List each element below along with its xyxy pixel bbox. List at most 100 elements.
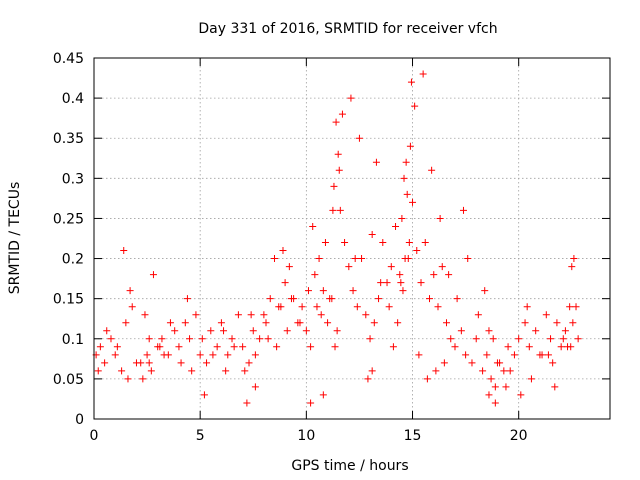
x-tick-label: 15 — [404, 428, 422, 444]
data-point — [118, 367, 126, 375]
data-point — [406, 142, 414, 150]
data-point — [568, 263, 576, 271]
data-point — [224, 351, 232, 359]
data-point — [207, 327, 215, 335]
data-point — [247, 311, 255, 319]
data-point — [442, 319, 450, 327]
chart-title: Day 331 of 2016, SRMTID for receiver vfc… — [198, 21, 497, 37]
y-tick-label: 0.15 — [53, 292, 84, 308]
data-point — [262, 319, 270, 327]
data-point — [370, 319, 378, 327]
data-point — [447, 335, 455, 343]
data-point — [302, 327, 310, 335]
data-point — [479, 367, 487, 375]
data-point — [270, 255, 278, 263]
data-point — [338, 110, 346, 118]
y-tick-label: 0.2 — [62, 252, 84, 268]
data-point — [94, 367, 102, 375]
data-point — [564, 343, 572, 351]
data-point — [175, 343, 183, 351]
data-point — [183, 295, 191, 303]
y-tick-label: 0 — [75, 412, 84, 428]
data-point — [166, 319, 174, 327]
data-point — [160, 351, 168, 359]
data-point — [421, 239, 429, 247]
data-point — [334, 150, 342, 158]
data-point — [491, 383, 499, 391]
data-point — [349, 287, 357, 295]
data-point — [417, 279, 425, 287]
data-point — [403, 190, 411, 198]
data-point — [462, 351, 470, 359]
data-point — [147, 367, 155, 375]
data-point — [544, 351, 552, 359]
data-point — [251, 383, 259, 391]
data-point — [101, 359, 109, 367]
data-point — [405, 239, 413, 247]
data-point — [377, 279, 385, 287]
data-point — [574, 335, 582, 343]
data-point — [409, 198, 417, 206]
data-point — [285, 263, 293, 271]
data-point — [389, 343, 397, 351]
data-point — [375, 295, 383, 303]
data-point — [504, 343, 512, 351]
data-point — [333, 327, 341, 335]
data-point — [430, 271, 438, 279]
x-axis-label: GPS time / hours — [291, 458, 408, 474]
data-point — [307, 399, 315, 407]
data-point — [266, 295, 274, 303]
data-point — [345, 263, 353, 271]
data-point — [481, 287, 489, 295]
data-point — [217, 319, 225, 327]
data-point — [317, 311, 325, 319]
data-point — [220, 327, 228, 335]
data-point — [423, 375, 431, 383]
data-point — [341, 239, 349, 247]
data-point — [459, 206, 467, 214]
data-point — [392, 222, 400, 230]
data-point — [311, 271, 319, 279]
data-point — [355, 134, 363, 142]
data-point — [326, 295, 334, 303]
data-point — [510, 351, 518, 359]
data-point — [145, 359, 153, 367]
data-point — [321, 239, 329, 247]
y-tick-label: 0.25 — [53, 211, 84, 227]
x-tick-label: 10 — [297, 428, 315, 444]
data-point — [245, 359, 253, 367]
data-point — [228, 335, 236, 343]
data-point — [559, 335, 567, 343]
data-point — [569, 319, 577, 327]
data-point — [304, 287, 312, 295]
data-point — [401, 255, 409, 263]
data-point — [315, 255, 323, 263]
data-point — [143, 351, 151, 359]
data-point — [398, 214, 406, 222]
data-point — [239, 343, 247, 351]
y-tick-label: 0.3 — [62, 171, 84, 187]
data-point — [256, 335, 264, 343]
data-point — [264, 335, 272, 343]
data-point — [145, 335, 153, 343]
data-point — [426, 295, 434, 303]
data-point — [353, 303, 361, 311]
data-point — [547, 335, 555, 343]
data-point — [103, 327, 111, 335]
x-tick-label: 20 — [510, 428, 528, 444]
data-point — [139, 375, 147, 383]
x-tick-label: 0 — [90, 428, 99, 444]
data-point — [213, 343, 221, 351]
data-point — [330, 182, 338, 190]
data-point — [517, 391, 525, 399]
data-point — [413, 247, 421, 255]
data-point — [96, 343, 104, 351]
data-point — [445, 271, 453, 279]
data-point — [453, 295, 461, 303]
data-point — [222, 367, 230, 375]
data-point — [464, 255, 472, 263]
data-point — [243, 399, 251, 407]
data-point — [198, 335, 206, 343]
data-point — [313, 303, 321, 311]
data-point — [434, 303, 442, 311]
